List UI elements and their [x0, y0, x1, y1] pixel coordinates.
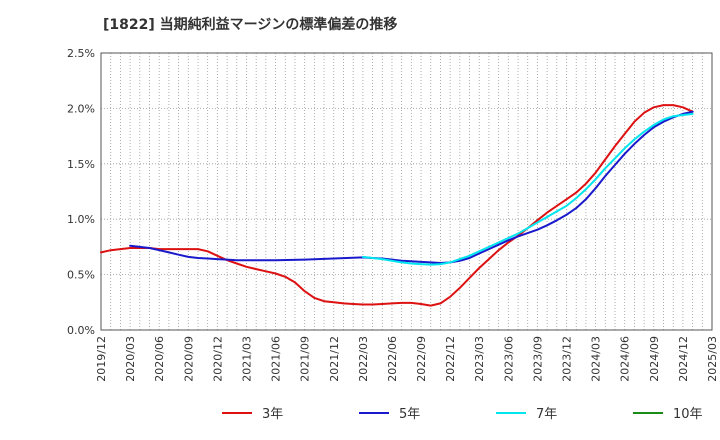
series-lines [100, 104, 694, 307]
x-tick-label: 2020/09 [182, 336, 195, 382]
y-tick-label: 2.0% [67, 102, 95, 115]
x-tick-label: 2020/06 [153, 336, 166, 382]
x-tick-label: 2021/03 [240, 336, 253, 382]
legend-label: 10年 [673, 407, 703, 422]
x-tick-label: 2023/06 [502, 336, 515, 382]
x-tick-label: 2021/12 [328, 336, 341, 382]
x-tick-label: 2022/12 [444, 336, 457, 382]
y-tick-label: 1.5% [67, 158, 95, 171]
series-line [100, 104, 694, 307]
legend-label: 5年 [399, 407, 420, 422]
grid [100, 52, 713, 331]
legend-label: 3年 [262, 407, 283, 422]
x-tick-label: 2024/09 [648, 336, 661, 382]
y-tick-label: 0.5% [67, 269, 95, 282]
x-tick-label: 2022/09 [415, 336, 428, 382]
series-line [361, 112, 694, 266]
x-tick-label: 2019/12 [95, 336, 108, 382]
x-tick-label: 2024/03 [590, 336, 603, 382]
x-tick-label: 2025/03 [706, 336, 719, 382]
x-tick-label: 2023/03 [473, 336, 486, 382]
plot-frame [100, 52, 713, 331]
x-tick-label: 2024/06 [619, 336, 632, 382]
legend: 3年 5年 7年 10年 [222, 407, 703, 422]
axes: 0.0% 0.5% 1.0% 1.5% 2.0% 2.5% 2019/12 2020/03 20… [67, 47, 719, 382]
chart-title: [1822] 当期純利益マージンの標準偏差の推移 [103, 17, 398, 33]
x-tick-label: 2020/03 [124, 336, 137, 382]
x-tick-label: 2020/12 [211, 336, 224, 382]
y-tick-label: 0.0% [67, 324, 95, 337]
y-tick-label: 1.0% [67, 213, 95, 226]
x-tick-label: 2022/06 [386, 336, 399, 382]
x-tick-label: 2024/12 [677, 336, 690, 382]
legend-label: 7年 [536, 407, 557, 422]
x-tick-label: 2023/09 [531, 336, 544, 382]
x-tick-label: 2021/09 [299, 336, 312, 382]
x-tick-label: 2022/03 [357, 336, 370, 382]
y-tick-label: 2.5% [67, 47, 95, 60]
x-tick-label: 2023/12 [561, 336, 574, 382]
x-tick-label: 2021/06 [270, 336, 283, 382]
